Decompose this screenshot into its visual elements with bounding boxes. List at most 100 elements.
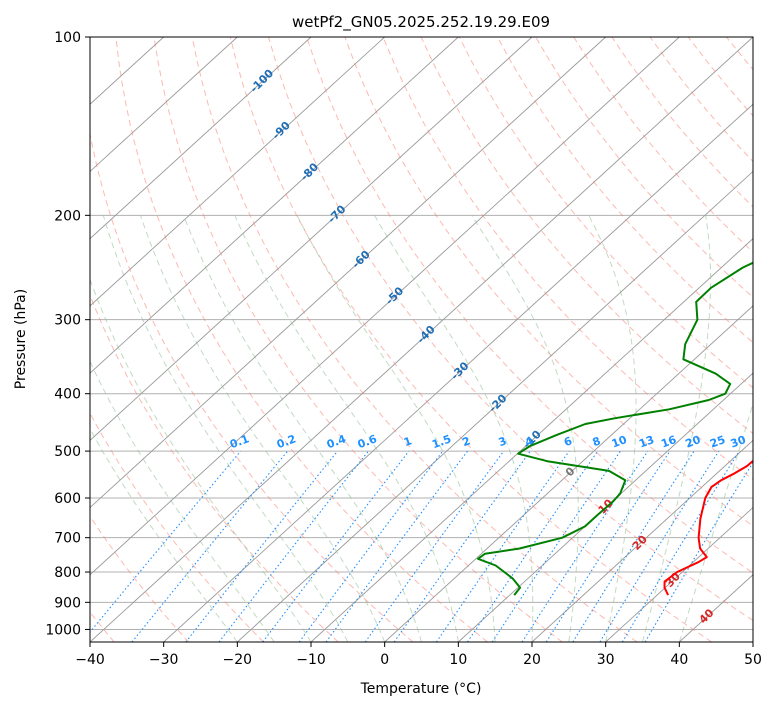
mixing-ratio-line [185,450,339,642]
isotherm-line [458,372,753,642]
isotherm-line [163,103,753,642]
mixing-ratio-line [435,450,570,642]
plot-frame [89,36,754,643]
y-tick-label: 300 [54,313,81,329]
moist-adiabat [140,215,386,642]
y-tick-label: 400 [54,387,81,403]
dry-adiabat [90,131,414,642]
y-tick-label: 500 [54,444,81,460]
moist-adiabat [374,215,534,642]
y-tick-label: 200 [54,208,81,224]
mixing-ratio-label: 13 [637,433,656,450]
y-tick-label: 600 [54,491,81,507]
isotherm-line [90,37,238,173]
dry-adiabat [382,37,753,481]
mixing-ratio-label: 0.6 [356,432,379,451]
dry-adiabat [191,37,638,642]
x-tick-label: 30 [597,652,615,668]
dry-adiabat [115,37,488,642]
dry-adiabat [496,37,753,344]
mixing-ratio-line [393,450,531,642]
moist-adiabat [90,360,275,642]
mixing-ratio-label: 0.1 [228,432,251,451]
dry-adiabat [90,515,190,642]
isotherm-line [237,170,753,642]
background-lines [90,37,753,642]
y-tick-label: 100 [54,30,81,46]
x-tick-label: −10 [296,652,326,668]
isotherm-line [90,37,385,307]
moist-adiabat [90,278,312,642]
mixing-ratio-label: 0.4 [325,432,348,451]
mixing-ratio-label: 16 [659,433,678,451]
mixing-ratio-label: 6 [562,434,574,449]
mixing-ratio-line [325,450,468,642]
x-axis-label: Temperature (°C) [360,681,482,697]
mixing-ratio-label: 10 [610,433,629,451]
dry-adiabat [535,37,753,298]
moist-adiabat [234,215,459,642]
isotherm-line [531,439,753,642]
dry-adiabat [268,37,753,622]
mixing-ratio-label: 1 [402,434,414,449]
x-axis: −40 −30 −20 −10 0 10 20 30 40 50 [75,642,762,668]
mixing-ratio-line [298,450,444,642]
temperature-profile-line [663,459,753,596]
mixing-ratio-label: 2 [461,434,473,449]
chart-title: wetPf2_GN05.2025.252.19.29.E09 [292,13,550,32]
mixing-ratio-line [131,450,289,642]
mixing-ratio-line [545,450,671,642]
moist-adiabat [471,215,579,642]
x-tick-label: 50 [744,652,762,668]
dry-adiabat [306,37,753,574]
dry-adiabat [344,37,753,527]
isotherm-line [90,37,312,240]
x-tick-label: −40 [75,652,105,668]
y-axis-label: Pressure (hPa) [13,289,29,389]
x-tick-label: −30 [149,652,179,668]
y-tick-label: 900 [54,595,81,611]
isotherm-line [90,37,606,509]
moist-adiabat [102,215,349,642]
mixing-ratio-label: 4 [523,434,535,449]
isotherm-line [384,305,753,642]
x-tick-label: 20 [523,652,541,668]
isotherm-line [605,506,753,642]
mixing-ratio-label: 20 [684,433,703,451]
mixing-ratio-line [90,450,242,633]
x-tick-label: 40 [670,652,688,668]
mixing-ratio-label: 3 [497,434,509,449]
mixing-ratio-labels: 0.1 0.2 0.4 0.6 1 1.5 2 3 4 6 8 10 13 16 20 25 30 [228,432,748,451]
mixing-ratio-label: 1.5 [430,432,453,451]
y-tick-label: 800 [54,565,81,581]
dry-adiabat [229,37,712,642]
y-tick-label: 700 [54,531,81,547]
profiles [477,261,753,596]
y-tick-label: 1000 [45,622,81,638]
mixing-ratio-label: 8 [591,434,603,449]
mixing-ratio-line [364,450,505,642]
isotherm-line [90,37,680,576]
moist-adiabat [296,215,496,642]
dry-adiabat [90,412,264,642]
mixing-ratio-line [467,450,599,642]
mixing-ratio-label: 0.2 [275,432,298,451]
x-tick-label: 0 [380,652,389,668]
isotherm-line [90,37,459,374]
mixing-ratio-line [572,450,695,642]
mixing-ratio-line [262,450,410,642]
isotherm-line [90,37,533,441]
dewpoint-profile-line [477,261,753,596]
x-tick-label: −20 [223,652,253,668]
mixing-ratio-label: 30 [729,433,748,451]
dry-adiabat [153,37,563,642]
moist-adiabat [642,215,711,642]
mixing-ratio-label: 25 [708,433,727,450]
mixing-ratio-line [491,450,621,642]
y-axis: 100 200 300 400 500 600 700 800 900 1000 [45,30,90,638]
x-tick-label: 10 [449,652,467,668]
isotherm-line [310,238,753,642]
mixing-ratio-line [621,450,740,642]
moist-adiabat [588,215,637,642]
